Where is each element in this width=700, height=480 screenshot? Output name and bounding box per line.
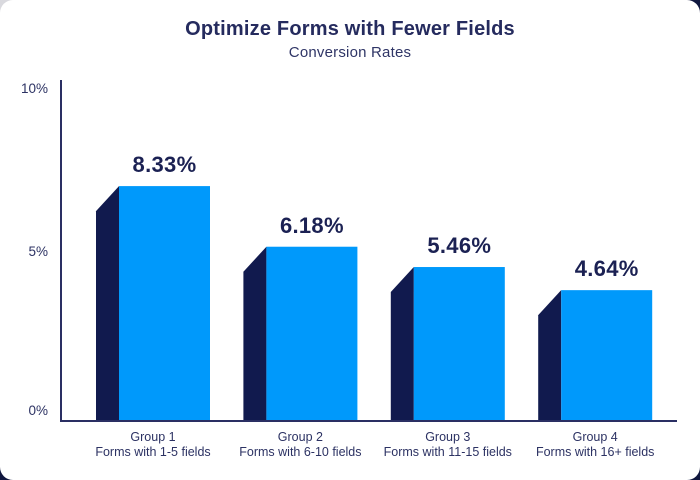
group-name: Group 4 (572, 430, 618, 444)
group-description: Forms with 11-15 fields (383, 444, 512, 459)
group-name: Group 2 (277, 430, 323, 444)
bar-side-2 (243, 246, 267, 421)
group-label-3: Group 3 Forms with 11-15 fields (358, 430, 538, 459)
group-description: Forms with 1-5 fields (95, 444, 211, 459)
y-tick-0: 0% (28, 403, 48, 418)
bar-front-3 (413, 267, 505, 421)
value-label-1: 8.33% (132, 152, 197, 178)
value-label-2: 6.18% (279, 212, 344, 238)
group-description: Forms with 16+ fields (535, 444, 655, 459)
group-label-2: Group 2 Forms with 6-10 fields (210, 430, 390, 459)
group-description: Forms with 6-10 fields (239, 444, 362, 459)
group-label-1: Group 1 Forms with 1-5 fields (63, 430, 243, 459)
group-name: Group 3 (425, 430, 471, 444)
y-tick-5: 5% (28, 244, 48, 259)
bar-side-1 (96, 186, 119, 421)
bar-front-2 (266, 246, 358, 421)
value-label-3: 5.46% (427, 233, 492, 259)
bar-front-1 (119, 186, 210, 421)
value-label-4: 4.64% (574, 256, 639, 282)
chart-subtitle: Conversion Rates (288, 44, 412, 61)
group-label-4: Group 4 Forms with 16+ fields (505, 430, 685, 459)
bar-front-4 (561, 290, 653, 421)
y-tick-10: 10% (20, 81, 48, 96)
chart-title: Optimize Forms with Fewer Fields (185, 18, 515, 40)
bar-side-4 (538, 290, 562, 421)
group-name: Group 1 (130, 430, 176, 444)
bar-side-3 (390, 267, 414, 421)
